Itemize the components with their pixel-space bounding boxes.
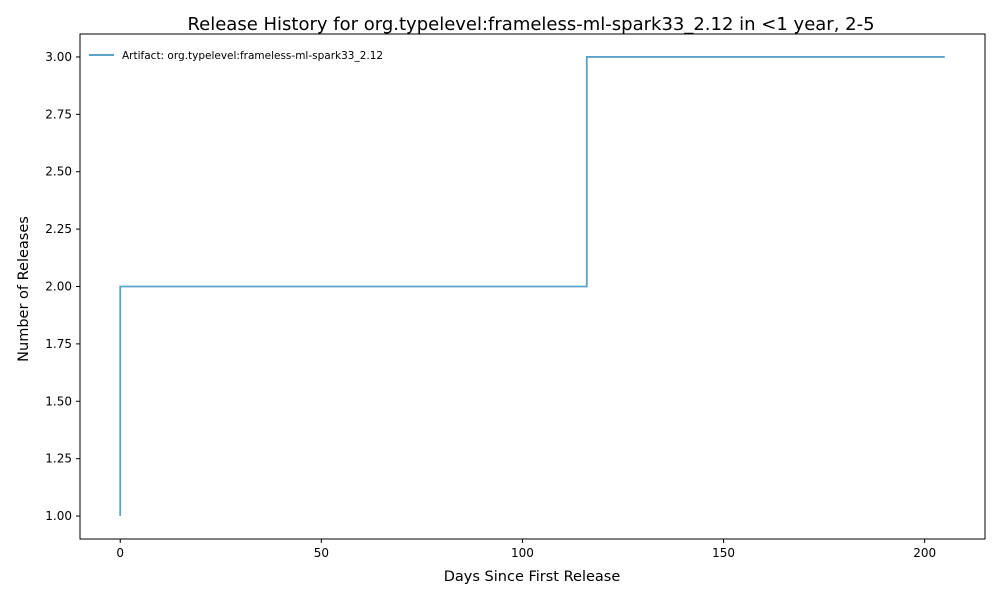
series-line bbox=[119, 56, 945, 517]
x-tick-label: 200 bbox=[913, 546, 936, 560]
y-tick-label: 2.25 bbox=[45, 222, 72, 236]
y-tick-label: 1.00 bbox=[45, 509, 72, 523]
x-axis-title: Days Since First Release bbox=[444, 569, 621, 585]
y-axis: 1.00 1.25 1.50 1.75 2.00 2.25 2.50 2.75 3.00 bbox=[45, 50, 80, 523]
x-tick-label: 50 bbox=[314, 546, 329, 560]
y-axis-title: Number of Releases bbox=[16, 216, 32, 362]
y-tick-label: 1.50 bbox=[45, 394, 72, 408]
x-axis: 0 50 100 150 200 bbox=[116, 539, 936, 560]
y-tick-label: 2.00 bbox=[45, 280, 72, 294]
y-tick-label: 3.00 bbox=[45, 50, 72, 64]
legend: Artifact: org.typelevel:frameless-ml-spa… bbox=[89, 50, 383, 62]
x-tick-label: 0 bbox=[116, 546, 124, 560]
y-tick-label: 1.75 bbox=[45, 337, 72, 351]
x-tick-label: 100 bbox=[511, 546, 534, 560]
y-tick-label: 2.75 bbox=[45, 107, 72, 121]
legend-label: Artifact: org.typelevel:frameless-ml-spa… bbox=[122, 50, 383, 62]
chart-title: Release History for org.typelevel:framel… bbox=[187, 14, 874, 35]
series-layer bbox=[119, 56, 945, 517]
y-tick-label: 2.50 bbox=[45, 165, 72, 179]
x-tick-label: 150 bbox=[712, 546, 735, 560]
y-tick-label: 1.25 bbox=[45, 452, 72, 466]
